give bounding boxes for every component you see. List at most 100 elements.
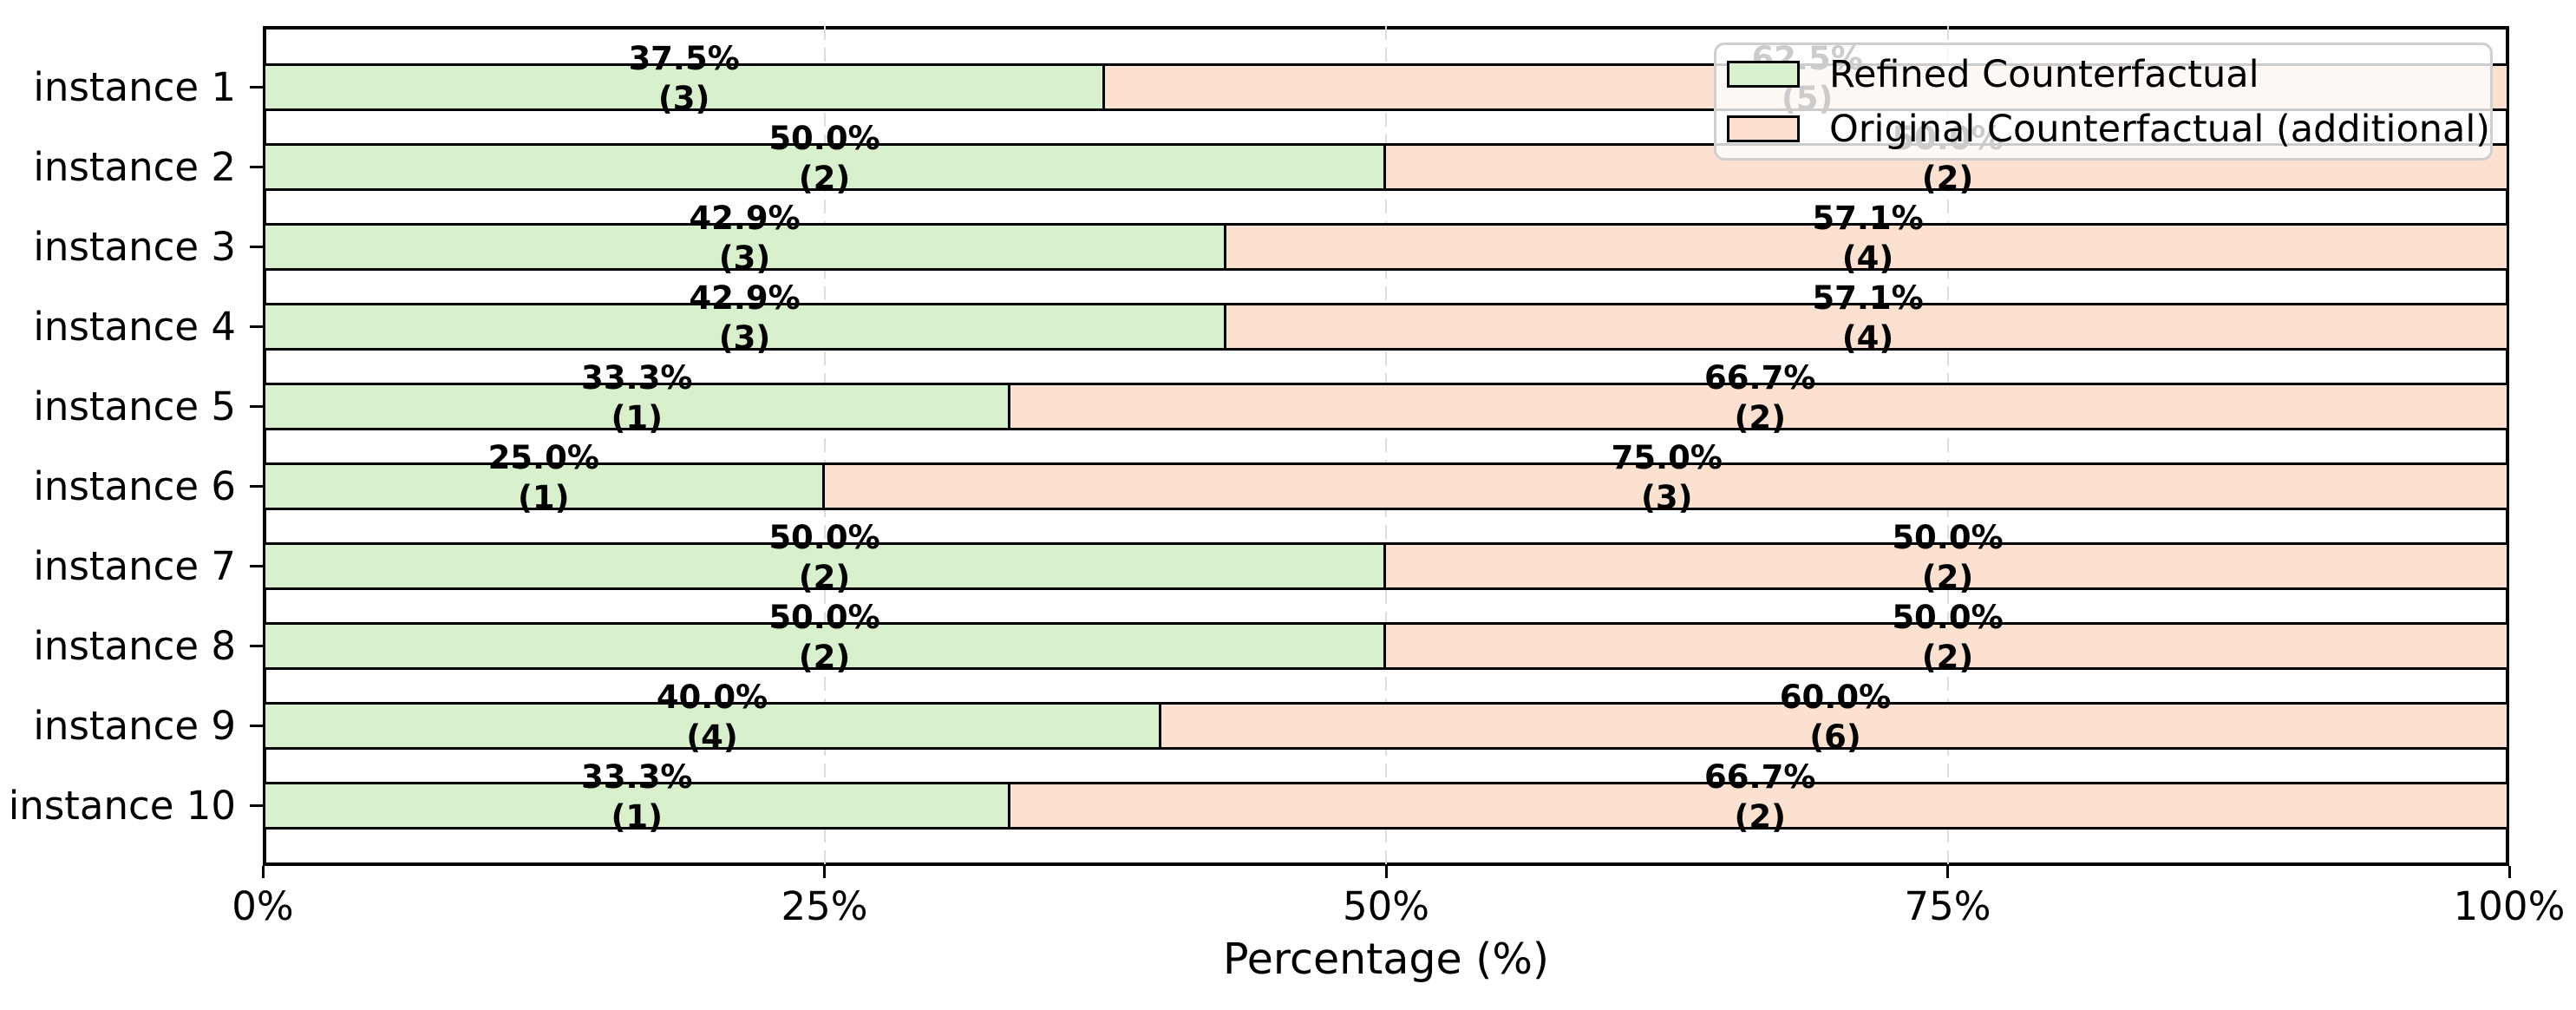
bar-label-count: (2): [1734, 399, 1787, 437]
bar-label-percent: 42.9%: [689, 279, 801, 318]
bar-label-count: (6): [1809, 718, 1861, 757]
bar-segment-original: [821, 462, 2509, 511]
bar-segment-original: [1383, 542, 2509, 591]
bar-label-refined: 50.0% (2): [768, 518, 879, 598]
bar-row-6: [263, 462, 2509, 511]
bar-label-count: (2): [1921, 639, 1974, 677]
y-tick-label-7: instance 7: [33, 542, 236, 589]
bar-segment-original: [1008, 782, 2509, 830]
bar-segment-refined: [263, 542, 1386, 591]
bar-label-count: (2): [1921, 559, 1974, 597]
bar-label-percent: 50.0%: [768, 120, 880, 158]
bar-segment-original: [1008, 383, 2509, 431]
gridline-25: [823, 26, 826, 866]
bar-label-percent: 42.9%: [689, 200, 801, 238]
bar-segment-original: [1224, 303, 2509, 351]
bar-label-count: (2): [798, 160, 851, 198]
bar-label-original: 50.0%(2): [1892, 598, 2003, 678]
x-tick-mark-75: [1946, 866, 1949, 878]
bar-label-refined: 50.0% (2): [768, 598, 879, 678]
x-tick-label-50: 50%: [1342, 883, 1430, 929]
bar-label-percent: 75.0%: [1611, 439, 1723, 477]
bar-label-count: (4): [686, 718, 738, 757]
bar-label-percent: 66.7%: [1704, 758, 1816, 797]
bar-label-percent: 50.0%: [1892, 519, 2004, 557]
bar-row-10: [263, 782, 2509, 830]
y-tick-mark-7: [250, 565, 263, 568]
legend-label-original-counterfactual: Original Counterfactual (additional): [1829, 107, 2491, 151]
bar-row-4: [263, 303, 2509, 351]
bar-label-count: (1): [611, 399, 664, 437]
bar-segment-refined: [263, 702, 1161, 751]
bar-row-8: [263, 622, 2509, 671]
bar-segment-refined: [263, 462, 825, 511]
legend-swatch-refined-counterfactual-icon: [1727, 61, 1800, 88]
bar-label-percent: 66.7%: [1704, 359, 1816, 397]
y-tick-mark-2: [250, 166, 263, 169]
bar-label-refined: 42.9% (3): [689, 199, 800, 279]
y-tick-mark-5: [250, 405, 263, 409]
bar-row-5: [263, 383, 2509, 431]
y-tick-mark-9: [250, 725, 263, 728]
y-tick-label-8: instance 8: [33, 622, 236, 669]
bar-label-count: (1): [611, 798, 664, 836]
y-tick-label-4: instance 4: [33, 303, 236, 350]
bar-segment-refined: [263, 223, 1227, 272]
x-tick-mark-0: [261, 866, 265, 878]
legend-swatch-original-counterfactual-icon: [1727, 115, 1800, 142]
bar-row-3: [263, 223, 2509, 272]
bar-label-refined: 25.0% (1): [488, 438, 599, 518]
bar-label-percent: 25.0%: [487, 439, 599, 477]
legend-entry-refined-counterfactual: Refined Counterfactual: [1727, 47, 2490, 102]
bar-label-refined: 33.3% (1): [581, 358, 692, 438]
bar-segment-refined: [263, 143, 1386, 192]
bar-label-count: (2): [1734, 798, 1787, 836]
y-tick-mark-6: [250, 485, 263, 489]
bar-label-count: (3): [718, 239, 771, 278]
bar-label-count: (3): [718, 319, 771, 357]
bar-label-original: 57.1% (4): [1812, 199, 1923, 279]
legend-entry-original-counterfactual: Original Counterfactual (additional): [1727, 102, 2490, 156]
bar-label-percent: 37.5%: [628, 40, 740, 78]
bar-label-percent: 33.3%: [581, 758, 693, 797]
bar-label-original: 60.0% (6): [1780, 678, 1891, 758]
bar-label-count: (2): [798, 639, 851, 677]
bar-segment-refined: [263, 622, 1386, 671]
bar-label-original: 50.0%(2): [1892, 518, 2003, 598]
bar-label-count: (1): [517, 479, 570, 517]
x-tick-label-25: 25%: [781, 883, 868, 929]
bar-label-count: (3): [1640, 479, 1693, 517]
bar-segment-original: [1224, 223, 2509, 272]
bar-label-refined: 37.5% (3): [628, 39, 739, 119]
bar-segment-original: [1159, 702, 2509, 751]
bar-label-count: (3): [657, 80, 710, 118]
bar-label-percent: 50.0%: [768, 599, 880, 637]
bar-label-original: 57.1% (4): [1812, 279, 1923, 358]
bar-label-percent: 57.1%: [1812, 200, 1924, 238]
bar-label-original: 66.7% (2): [1704, 358, 1815, 438]
bar-label-percent: 40.0%: [656, 679, 768, 717]
bar-segment-refined: [263, 782, 1011, 830]
bar-segment-refined: [263, 63, 1106, 112]
y-tick-label-9: instance 9: [33, 702, 236, 749]
bar-row-7: [263, 542, 2509, 591]
y-tick-mark-3: [250, 246, 263, 249]
y-tick-label-10: instance 10: [8, 782, 236, 829]
bar-label-original: 66.7% (2): [1704, 758, 1815, 837]
y-tick-mark-4: [250, 325, 263, 329]
x-tick-mark-100: [2507, 866, 2511, 878]
bar-label-percent: 60.0%: [1779, 679, 1892, 717]
bar-label-count: (4): [1841, 319, 1894, 357]
bar-label-count: (2): [798, 559, 851, 597]
gridline-50: [1385, 26, 1387, 866]
y-tick-label-6: instance 6: [33, 462, 236, 509]
legend-label-refined-counterfactual: Refined Counterfactual: [1829, 52, 2259, 96]
bar-segment-refined: [263, 383, 1011, 431]
legend: Refined Counterfactual Original Counterf…: [1714, 43, 2493, 161]
bar-label-original: 75.0% (3): [1612, 438, 1723, 518]
y-tick-label-5: instance 5: [33, 383, 236, 430]
bar-label-percent: 50.0%: [768, 519, 880, 557]
x-tick-label-100: 100%: [2453, 883, 2566, 929]
y-tick-mark-1: [250, 86, 263, 89]
